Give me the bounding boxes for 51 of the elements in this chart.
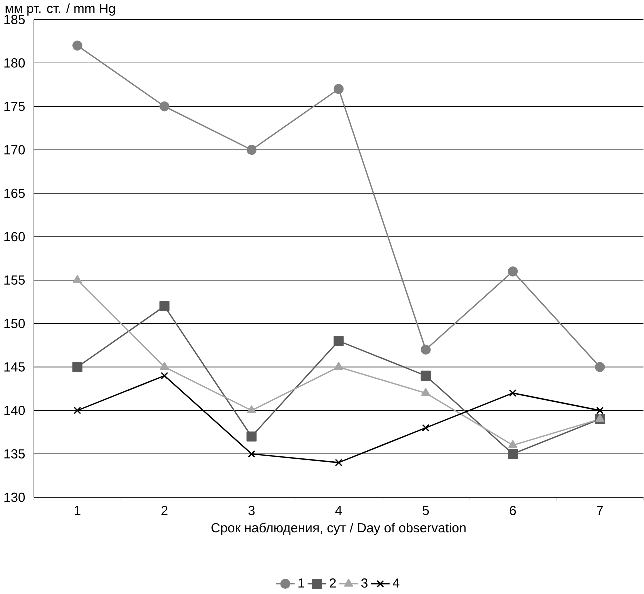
y-tick-label: 155	[4, 276, 25, 286]
x-tick-label: 6	[510, 506, 516, 516]
point	[248, 450, 256, 458]
point	[246, 145, 257, 156]
y-tick-label: 150	[4, 319, 26, 329]
y-tick-label: 170	[4, 146, 26, 155]
point	[508, 440, 518, 448]
point	[508, 266, 518, 277]
y-axis-title: мм рт. ст. / mm Hg	[6, 4, 116, 16]
y-tick-label: 175	[4, 102, 25, 112]
y-tick-label: 160	[4, 232, 26, 242]
point	[422, 424, 430, 432]
y-tick-label: 145	[4, 362, 25, 372]
point	[422, 388, 430, 396]
point	[74, 407, 82, 415]
point	[335, 459, 343, 467]
y-tick-label: 165	[4, 188, 25, 198]
x-tick-label: 3	[248, 506, 255, 516]
x-tick-label: 4	[336, 506, 342, 516]
y-tick-label: 140	[4, 406, 26, 416]
legend-label: 4	[393, 578, 400, 588]
point	[160, 372, 168, 380]
point	[334, 362, 344, 370]
point	[508, 449, 518, 460]
point	[247, 406, 256, 414]
x-axis-title: Срок наблюдения, сут / Day of observation	[212, 523, 466, 536]
x-tick-label: 7	[597, 506, 604, 516]
point	[73, 275, 82, 284]
legend-label: 3	[362, 578, 368, 588]
point	[246, 432, 257, 442]
y-tick-label: 135	[4, 450, 25, 459]
x-tick-label: 5	[422, 506, 430, 516]
point	[72, 40, 83, 51]
point	[420, 344, 431, 356]
point	[596, 407, 604, 415]
point	[160, 301, 170, 312]
point	[72, 362, 83, 372]
point	[334, 336, 344, 346]
y-tick-label: 185	[4, 15, 25, 24]
x-tick-label: 1	[74, 506, 81, 516]
point	[334, 84, 344, 94]
legend-label: 2	[330, 578, 336, 588]
x-tick-label: 2	[162, 506, 168, 516]
point	[509, 390, 517, 398]
point	[420, 370, 431, 382]
y-tick-label: 180	[4, 58, 26, 68]
point	[160, 102, 170, 112]
y-tick-label: 130	[4, 493, 26, 502]
point	[595, 362, 606, 372]
point	[160, 362, 170, 370]
legend-label: 1	[298, 578, 304, 588]
